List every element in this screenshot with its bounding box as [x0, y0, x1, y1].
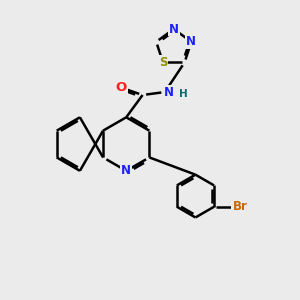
Text: H: H: [179, 89, 188, 99]
Text: N: N: [169, 22, 179, 35]
Text: N: N: [186, 35, 196, 48]
Text: S: S: [159, 56, 167, 69]
Text: N: N: [121, 164, 131, 177]
Text: O: O: [116, 81, 127, 94]
Text: Br: Br: [232, 200, 247, 213]
Text: N: N: [164, 85, 174, 98]
